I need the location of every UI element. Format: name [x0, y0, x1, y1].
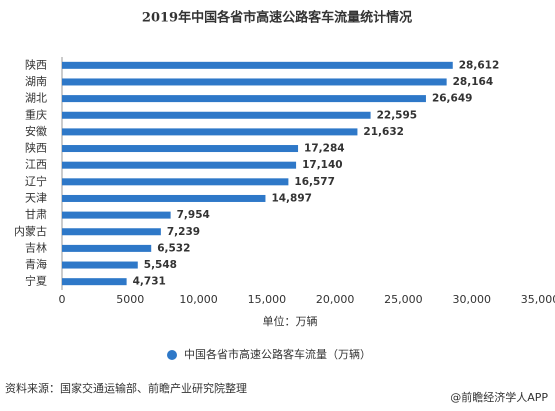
value-label: 6,532	[157, 242, 190, 254]
bar	[62, 211, 171, 219]
bar	[62, 278, 127, 286]
y-tick-label: 吉林	[25, 240, 47, 254]
value-label: 21,632	[363, 126, 404, 138]
x-tick-label: 20,000	[316, 293, 355, 306]
y-tick-label: 内蒙古	[14, 224, 47, 238]
y-tick-label: 青海	[25, 257, 47, 271]
y-tick-label: 重庆	[25, 107, 47, 121]
source: 资料来源：国家交通运输部、前瞻产业研究院整理	[5, 381, 247, 395]
value-label: 7,954	[177, 209, 210, 221]
y-tick-label: 湖北	[25, 92, 47, 105]
bar	[62, 178, 289, 186]
bar	[62, 128, 358, 136]
value-label: 28,612	[459, 59, 500, 71]
x-tick-label: 35,000	[521, 293, 555, 306]
y-tick-label: 安徽	[25, 124, 47, 138]
value-label: 16,577	[294, 176, 335, 188]
bar	[62, 95, 426, 103]
value-label: 28,164	[453, 76, 494, 88]
value-label: 17,284	[304, 143, 345, 155]
bar	[62, 228, 161, 236]
legend-label: 中国各省市高速公路客车流量（万辆）	[184, 347, 371, 361]
y-tick-label: 陕西	[25, 141, 47, 155]
value-label: 14,897	[271, 192, 312, 204]
bar	[62, 194, 266, 202]
bar	[62, 78, 447, 86]
bar	[62, 261, 138, 269]
y-tick-label: 宁夏	[25, 274, 47, 288]
y-tick-label: 天津	[25, 191, 47, 204]
y-tick-label: 陕西	[25, 57, 47, 71]
x-axis-label: 单位：万辆	[263, 314, 318, 328]
x-tick-label: 10,000	[179, 293, 218, 306]
bar	[62, 145, 299, 153]
x-tick-label: 5000	[116, 293, 144, 306]
x-tick-label: 30,000	[452, 293, 491, 306]
bar	[62, 161, 297, 169]
credit: @前瞻经济学人APP	[450, 390, 548, 404]
value-label: 5,548	[144, 259, 177, 271]
y-tick-label: 湖南	[25, 75, 47, 88]
value-label: 7,239	[167, 226, 200, 238]
y-tick-label: 辽宁	[25, 174, 47, 188]
y-tick-label: 江西	[25, 158, 47, 171]
y-tick-label: 甘肃	[25, 208, 47, 221]
legend-marker	[167, 350, 177, 360]
value-label: 26,649	[432, 93, 473, 105]
value-label: 4,731	[133, 276, 166, 288]
value-label: 22,595	[377, 109, 418, 121]
bar	[62, 244, 152, 252]
value-label: 17,140	[302, 159, 343, 171]
x-tick-label: 0	[59, 293, 66, 306]
x-tick-label: 25,000	[384, 293, 423, 306]
bar	[62, 111, 371, 119]
x-tick-label: 15,000	[248, 293, 287, 306]
bar	[62, 61, 453, 69]
chart-title: 2019年中国各省市高速公路客车流量统计情况	[142, 10, 412, 26]
